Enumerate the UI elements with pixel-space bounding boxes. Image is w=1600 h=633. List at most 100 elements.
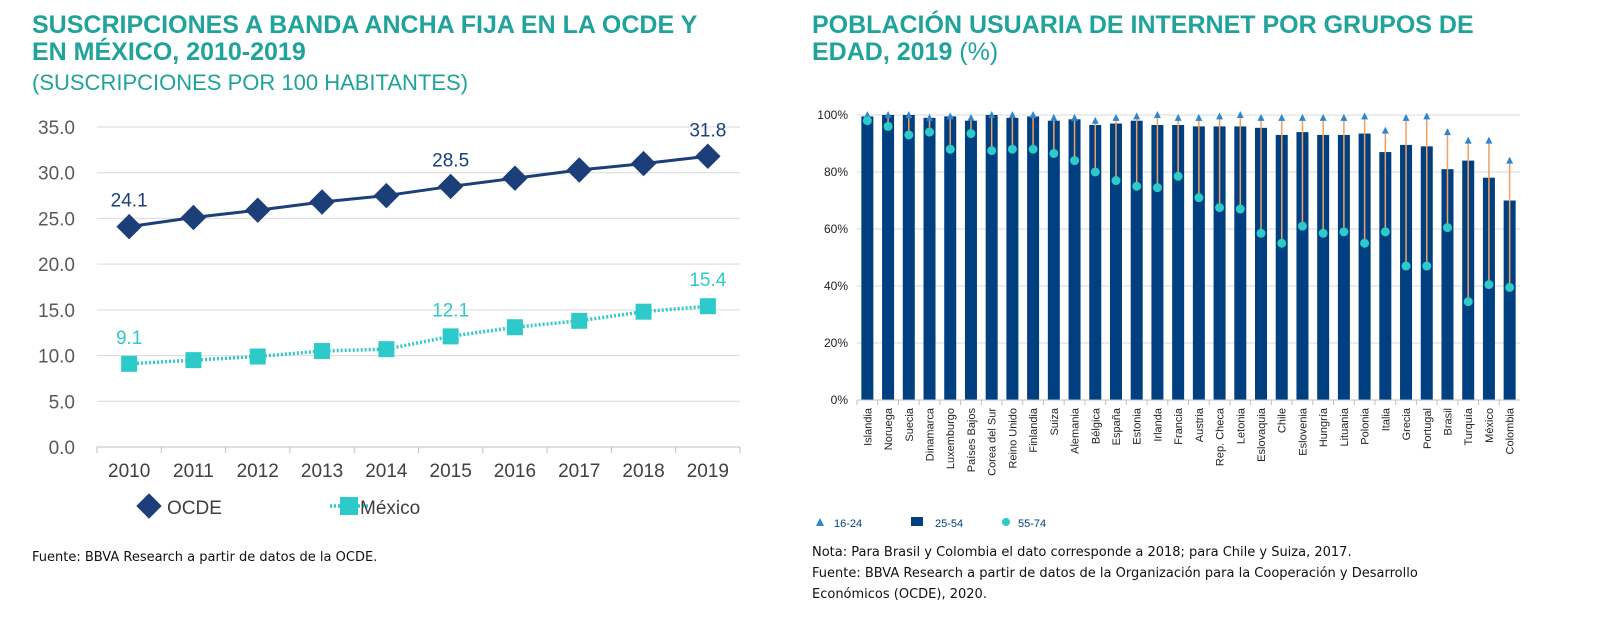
marker-16-24 bbox=[1319, 113, 1327, 121]
marker-16-24 bbox=[884, 111, 892, 118]
marker-16-24 bbox=[1216, 112, 1224, 120]
legend-ocde-label: OCDE bbox=[167, 498, 222, 519]
left-title-line2: EN MÉXICO, 2010-2019 bbox=[32, 38, 306, 66]
marker-55-74 bbox=[1215, 203, 1225, 213]
marker-55-74 bbox=[945, 144, 955, 154]
marker-16-24 bbox=[1506, 156, 1514, 164]
x-tick-label: Suiza bbox=[1049, 407, 1061, 435]
marker-16-24 bbox=[1443, 128, 1451, 136]
ocde-marker bbox=[566, 157, 592, 183]
x-tick-label: Estonia bbox=[1132, 407, 1144, 445]
legend-ocde-icon bbox=[136, 493, 162, 519]
marker-55-74 bbox=[1339, 227, 1349, 237]
x-tick-label: Francia bbox=[1173, 407, 1185, 445]
ocde-marker bbox=[373, 182, 400, 209]
x-tick-label: 2017 bbox=[558, 461, 600, 482]
bar-25-54 bbox=[1317, 134, 1330, 400]
y-tick-label: 25.0 bbox=[38, 209, 75, 230]
x-tick-label: 2014 bbox=[365, 461, 408, 482]
data-label: 28.5 bbox=[432, 150, 469, 171]
right-title-line1: POBLACIÓN USUARIA DE INTERNET POR GRUPOS… bbox=[812, 11, 1474, 39]
left-title-line1: SUSCRIPCIONES A BANDA ANCHA FIJA EN LA O… bbox=[32, 11, 698, 39]
y-tick-label: 5.0 bbox=[49, 392, 75, 413]
bar-25-54 bbox=[1234, 126, 1247, 401]
marker-55-74 bbox=[925, 127, 935, 137]
mexico-marker bbox=[249, 348, 266, 365]
ocde-marker bbox=[309, 189, 335, 215]
mexico-marker bbox=[635, 303, 652, 320]
y-tick-label: 15.0 bbox=[38, 301, 75, 322]
x-tick-label: Italia bbox=[1380, 407, 1392, 431]
left-source: Fuente: BBVA Research a partir de datos … bbox=[32, 550, 378, 565]
y-tick-label: 20% bbox=[824, 336, 848, 350]
x-tick-label: 2010 bbox=[108, 461, 150, 482]
marker-16-24 bbox=[1153, 111, 1161, 118]
series-line-México bbox=[129, 304, 708, 366]
marker-55-74 bbox=[1173, 171, 1183, 181]
bar-25-54 bbox=[1172, 124, 1185, 400]
ocde-marker bbox=[695, 143, 721, 169]
marker-55-74 bbox=[1401, 261, 1411, 271]
x-tick-label: Chile bbox=[1277, 408, 1289, 433]
marker-55-74 bbox=[1442, 223, 1452, 233]
marker-16-24 bbox=[1029, 111, 1037, 118]
x-tick-label: 2012 bbox=[237, 461, 279, 482]
marker-16-24 bbox=[1174, 113, 1182, 121]
mexico-marker bbox=[121, 355, 138, 372]
x-tick-label: Reino Unido bbox=[1007, 408, 1019, 469]
data-label: 12.1 bbox=[432, 300, 469, 321]
marker-16-24 bbox=[1112, 113, 1120, 121]
y-tick-label: 100% bbox=[817, 108, 848, 122]
x-tick-label: Brasil bbox=[1442, 408, 1454, 436]
marker-55-74 bbox=[987, 146, 997, 156]
data-label: 9.1 bbox=[116, 328, 142, 349]
y-tick-label: 20.0 bbox=[38, 255, 75, 276]
y-tick-label: 0.0 bbox=[49, 438, 75, 459]
marker-16-24 bbox=[1236, 111, 1244, 118]
bar-25-54 bbox=[1296, 132, 1309, 400]
legend-25-54-icon bbox=[911, 517, 923, 526]
marker-55-74 bbox=[1256, 228, 1266, 238]
right-note: Nota: Para Brasil y Colombia el dato cor… bbox=[812, 545, 1352, 560]
marker-55-74 bbox=[1194, 193, 1204, 203]
marker-16-24 bbox=[1050, 113, 1058, 121]
x-tick-label: Corea del Sur bbox=[987, 408, 999, 476]
ocde-marker bbox=[437, 173, 464, 200]
left-chart-title: SUSCRIPCIONES A BANDA ANCHA FIJA EN LA O… bbox=[32, 12, 697, 66]
right-notes: Nota: Para Brasil y Colombia el dato cor… bbox=[812, 542, 1418, 605]
marker-55-74 bbox=[966, 129, 976, 139]
bar-25-54 bbox=[1275, 134, 1288, 400]
x-tick-label: Eslovenia bbox=[1297, 407, 1309, 456]
data-label: 15.4 bbox=[689, 270, 726, 291]
marker-55-74 bbox=[1132, 181, 1142, 191]
marker-55-74 bbox=[1277, 238, 1287, 248]
marker-16-24 bbox=[1195, 113, 1203, 121]
bar-25-54 bbox=[1027, 116, 1040, 401]
marker-55-74 bbox=[1049, 148, 1059, 158]
marker-16-24 bbox=[905, 111, 913, 118]
left-line-chart: 0.0 5.0 10.0 15.0 20.0 25.0 30.0 35.0 2010 2011 20… bbox=[38, 118, 741, 519]
x-tick-label: Luxemburgo bbox=[945, 408, 957, 469]
marker-16-24 bbox=[1464, 136, 1472, 144]
bar-25-54 bbox=[1109, 123, 1122, 401]
marker-55-74 bbox=[1152, 183, 1162, 193]
marker-55-74 bbox=[1028, 144, 1038, 154]
bar-25-54 bbox=[1358, 133, 1371, 400]
legend-mexico-label: México bbox=[360, 498, 420, 519]
left-chart-subtitle: (SUSCRIPCIONES POR 100 HABITANTES) bbox=[32, 70, 469, 95]
y-tick-label: 80% bbox=[824, 165, 848, 179]
marker-16-24 bbox=[1423, 112, 1431, 120]
marker-55-74 bbox=[1380, 227, 1390, 237]
right-title-suffix: (%) bbox=[952, 38, 999, 66]
marker-55-74 bbox=[1090, 167, 1100, 177]
x-tick-label: Hungría bbox=[1318, 407, 1330, 447]
x-tick-label: Suecia bbox=[904, 407, 916, 442]
marker-16-24 bbox=[1091, 116, 1099, 124]
x-tick-label: Bélgica bbox=[1090, 407, 1102, 444]
x-tick-label: 2011 bbox=[173, 461, 214, 482]
marker-55-74 bbox=[1360, 238, 1370, 248]
marker-55-74 bbox=[1422, 261, 1432, 271]
marker-16-24 bbox=[1257, 113, 1265, 121]
